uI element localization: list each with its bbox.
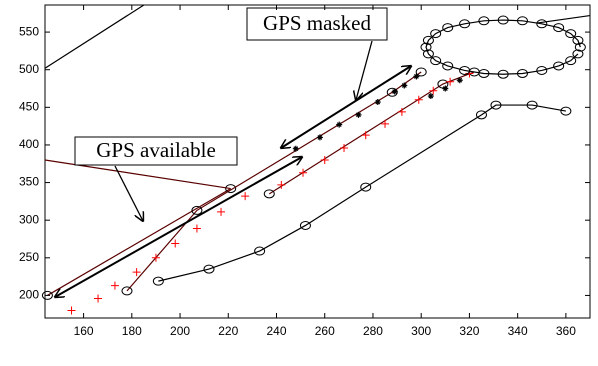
annotation: GPS masked	[263, 11, 371, 35]
arrow	[281, 66, 411, 148]
marker	[536, 19, 548, 29]
marker	[430, 56, 442, 66]
marker	[456, 77, 463, 84]
marker	[415, 67, 427, 77]
marker	[430, 29, 442, 39]
marker	[67, 306, 76, 315]
marker	[442, 61, 454, 71]
marker	[565, 56, 577, 66]
marker	[475, 110, 487, 120]
y-tick-label: 500	[19, 62, 39, 76]
marker	[478, 68, 490, 78]
y-tick-label: 550	[19, 24, 39, 38]
marker	[536, 65, 548, 75]
series-line	[425, 19, 581, 75]
marker	[497, 69, 509, 79]
marker	[565, 29, 577, 39]
x-tick-label: 280	[363, 324, 383, 338]
marker	[422, 49, 434, 59]
x-tick-label: 260	[315, 324, 335, 338]
marker	[414, 95, 423, 104]
arrow	[114, 165, 143, 221]
marker	[422, 35, 434, 45]
y-tick-label: 300	[19, 212, 39, 226]
y-tick-label: 200	[19, 288, 39, 302]
x-tick-label: 320	[459, 324, 479, 338]
x-tick-label: 160	[74, 324, 94, 338]
marker	[427, 93, 434, 100]
marker	[516, 16, 528, 26]
marker	[442, 85, 449, 92]
arrow	[356, 40, 373, 100]
marker	[320, 155, 329, 164]
x-tick-label: 200	[170, 324, 190, 338]
annotation: GPS available	[96, 138, 216, 162]
marker	[478, 16, 490, 26]
annotation-box	[74, 136, 238, 166]
annotation-box	[246, 7, 388, 41]
y-tick-label: 350	[19, 175, 39, 189]
y-tick-label: 450	[19, 99, 39, 113]
marker	[442, 23, 454, 33]
marker	[459, 65, 471, 75]
marker	[459, 19, 471, 29]
marker	[420, 42, 432, 52]
x-tick-label: 360	[556, 324, 576, 338]
marker	[516, 68, 528, 78]
y-tick-label: 400	[19, 137, 39, 151]
series-line	[536, 14, 591, 24]
marker	[490, 100, 502, 110]
marker	[446, 77, 455, 86]
marker	[41, 290, 53, 300]
x-tick-label: 240	[266, 324, 286, 338]
marker	[526, 100, 538, 110]
marker	[497, 15, 509, 25]
x-tick-label: 340	[508, 324, 528, 338]
marker	[553, 23, 565, 33]
arrow	[55, 157, 302, 297]
marker	[574, 42, 586, 52]
x-tick-label: 220	[218, 324, 238, 338]
x-tick-label: 180	[122, 324, 142, 338]
series-line	[44, 4, 145, 69]
marker	[560, 106, 572, 116]
marker	[553, 61, 565, 71]
marker	[413, 73, 420, 80]
marker	[572, 49, 584, 59]
series-line	[268, 71, 475, 195]
marker	[572, 35, 584, 45]
marker	[429, 86, 438, 95]
marker	[360, 182, 372, 192]
y-tick-label: 250	[19, 250, 39, 264]
x-tick-label: 300	[411, 324, 431, 338]
